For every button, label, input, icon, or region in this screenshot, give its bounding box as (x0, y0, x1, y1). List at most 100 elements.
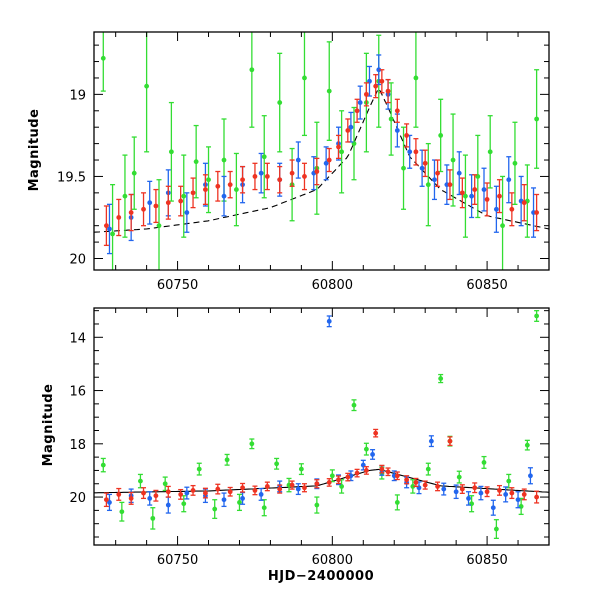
data-point (107, 226, 112, 232)
data-point (190, 488, 196, 493)
data-point (240, 495, 245, 501)
data-point (339, 149, 345, 155)
data-point (227, 489, 233, 495)
data-point (103, 497, 109, 503)
data-point (394, 128, 400, 133)
data-point (493, 526, 499, 532)
series-2 (103, 69, 540, 247)
data-point (534, 494, 540, 500)
x-tick-label: 60850 (466, 553, 507, 568)
data-point (141, 490, 146, 496)
data-point (274, 461, 280, 467)
data-point (438, 133, 444, 138)
data-point (456, 170, 462, 176)
data-point (141, 206, 146, 212)
data-point (370, 452, 375, 457)
data-point (363, 91, 369, 97)
data-point (432, 177, 437, 183)
data-point (521, 492, 527, 497)
data-point (394, 108, 400, 114)
data-point (410, 484, 416, 489)
data-point (131, 170, 137, 176)
data-point (503, 492, 509, 497)
data-point (221, 157, 227, 163)
data-point (438, 376, 444, 381)
data-point (413, 149, 419, 155)
data-point (181, 193, 187, 199)
data-point (459, 190, 465, 196)
data-point (394, 499, 400, 505)
data-point (524, 442, 530, 448)
data-point (373, 430, 379, 436)
data-point (215, 183, 221, 189)
bottom-y-axis-label: Magnitude (41, 384, 56, 467)
data-point (264, 174, 270, 179)
data-point (203, 490, 208, 496)
data-point (481, 460, 487, 465)
data-point (184, 210, 190, 215)
data-point (116, 492, 122, 497)
data-point (206, 177, 211, 183)
data-point (481, 187, 487, 192)
data-point (165, 502, 171, 508)
data-point (156, 223, 162, 229)
data-point (419, 165, 425, 171)
series-0 (100, 32, 540, 270)
data-point (469, 193, 475, 199)
data-point (515, 497, 521, 503)
data-point (354, 108, 360, 114)
data-point (258, 170, 264, 176)
data-point (258, 492, 264, 497)
data-point (144, 83, 150, 89)
data-point (379, 466, 385, 472)
y-tick-label: 19 (69, 88, 86, 103)
data-point (500, 223, 505, 229)
data-point (128, 495, 134, 501)
bottom-x-axis-label: HJD−2400000 (268, 569, 374, 584)
data-point (138, 478, 143, 484)
data-point (339, 484, 345, 489)
data-point (153, 203, 159, 209)
data-point (422, 160, 428, 166)
data-point (404, 133, 410, 138)
data-point (326, 318, 332, 324)
data-point (425, 182, 431, 188)
data-point (314, 481, 320, 487)
data-point (506, 478, 512, 484)
data-point (277, 486, 283, 492)
data-point (509, 490, 515, 496)
model-curve (94, 87, 549, 233)
data-point (463, 193, 468, 199)
data-point (150, 515, 156, 521)
data-point (295, 486, 301, 492)
data-point (388, 116, 394, 122)
data-point (450, 157, 456, 163)
data-point (302, 174, 307, 179)
data-point (478, 490, 484, 496)
data-point (506, 177, 512, 183)
data-point (147, 495, 153, 501)
data-point (240, 485, 245, 491)
data-point (363, 468, 369, 473)
data-point (534, 210, 540, 215)
data-point (326, 480, 332, 485)
data-point (162, 481, 168, 487)
data-point (184, 490, 190, 496)
data-point (472, 187, 478, 192)
data-point (435, 170, 440, 176)
data-point (348, 124, 354, 130)
data-point (277, 177, 283, 183)
data-point (428, 438, 434, 444)
data-point (314, 169, 320, 174)
x-tick-label: 60800 (312, 278, 353, 293)
data-point (153, 493, 159, 499)
data-point (329, 473, 335, 479)
x-tick-label: 60850 (466, 278, 507, 293)
x-tick-label: 60750 (157, 278, 198, 293)
x-tick-label: 60800 (312, 553, 353, 568)
data-point (323, 160, 329, 166)
data-point (240, 177, 245, 183)
data-point (261, 505, 267, 511)
x-tick-label: 60750 (157, 553, 198, 568)
